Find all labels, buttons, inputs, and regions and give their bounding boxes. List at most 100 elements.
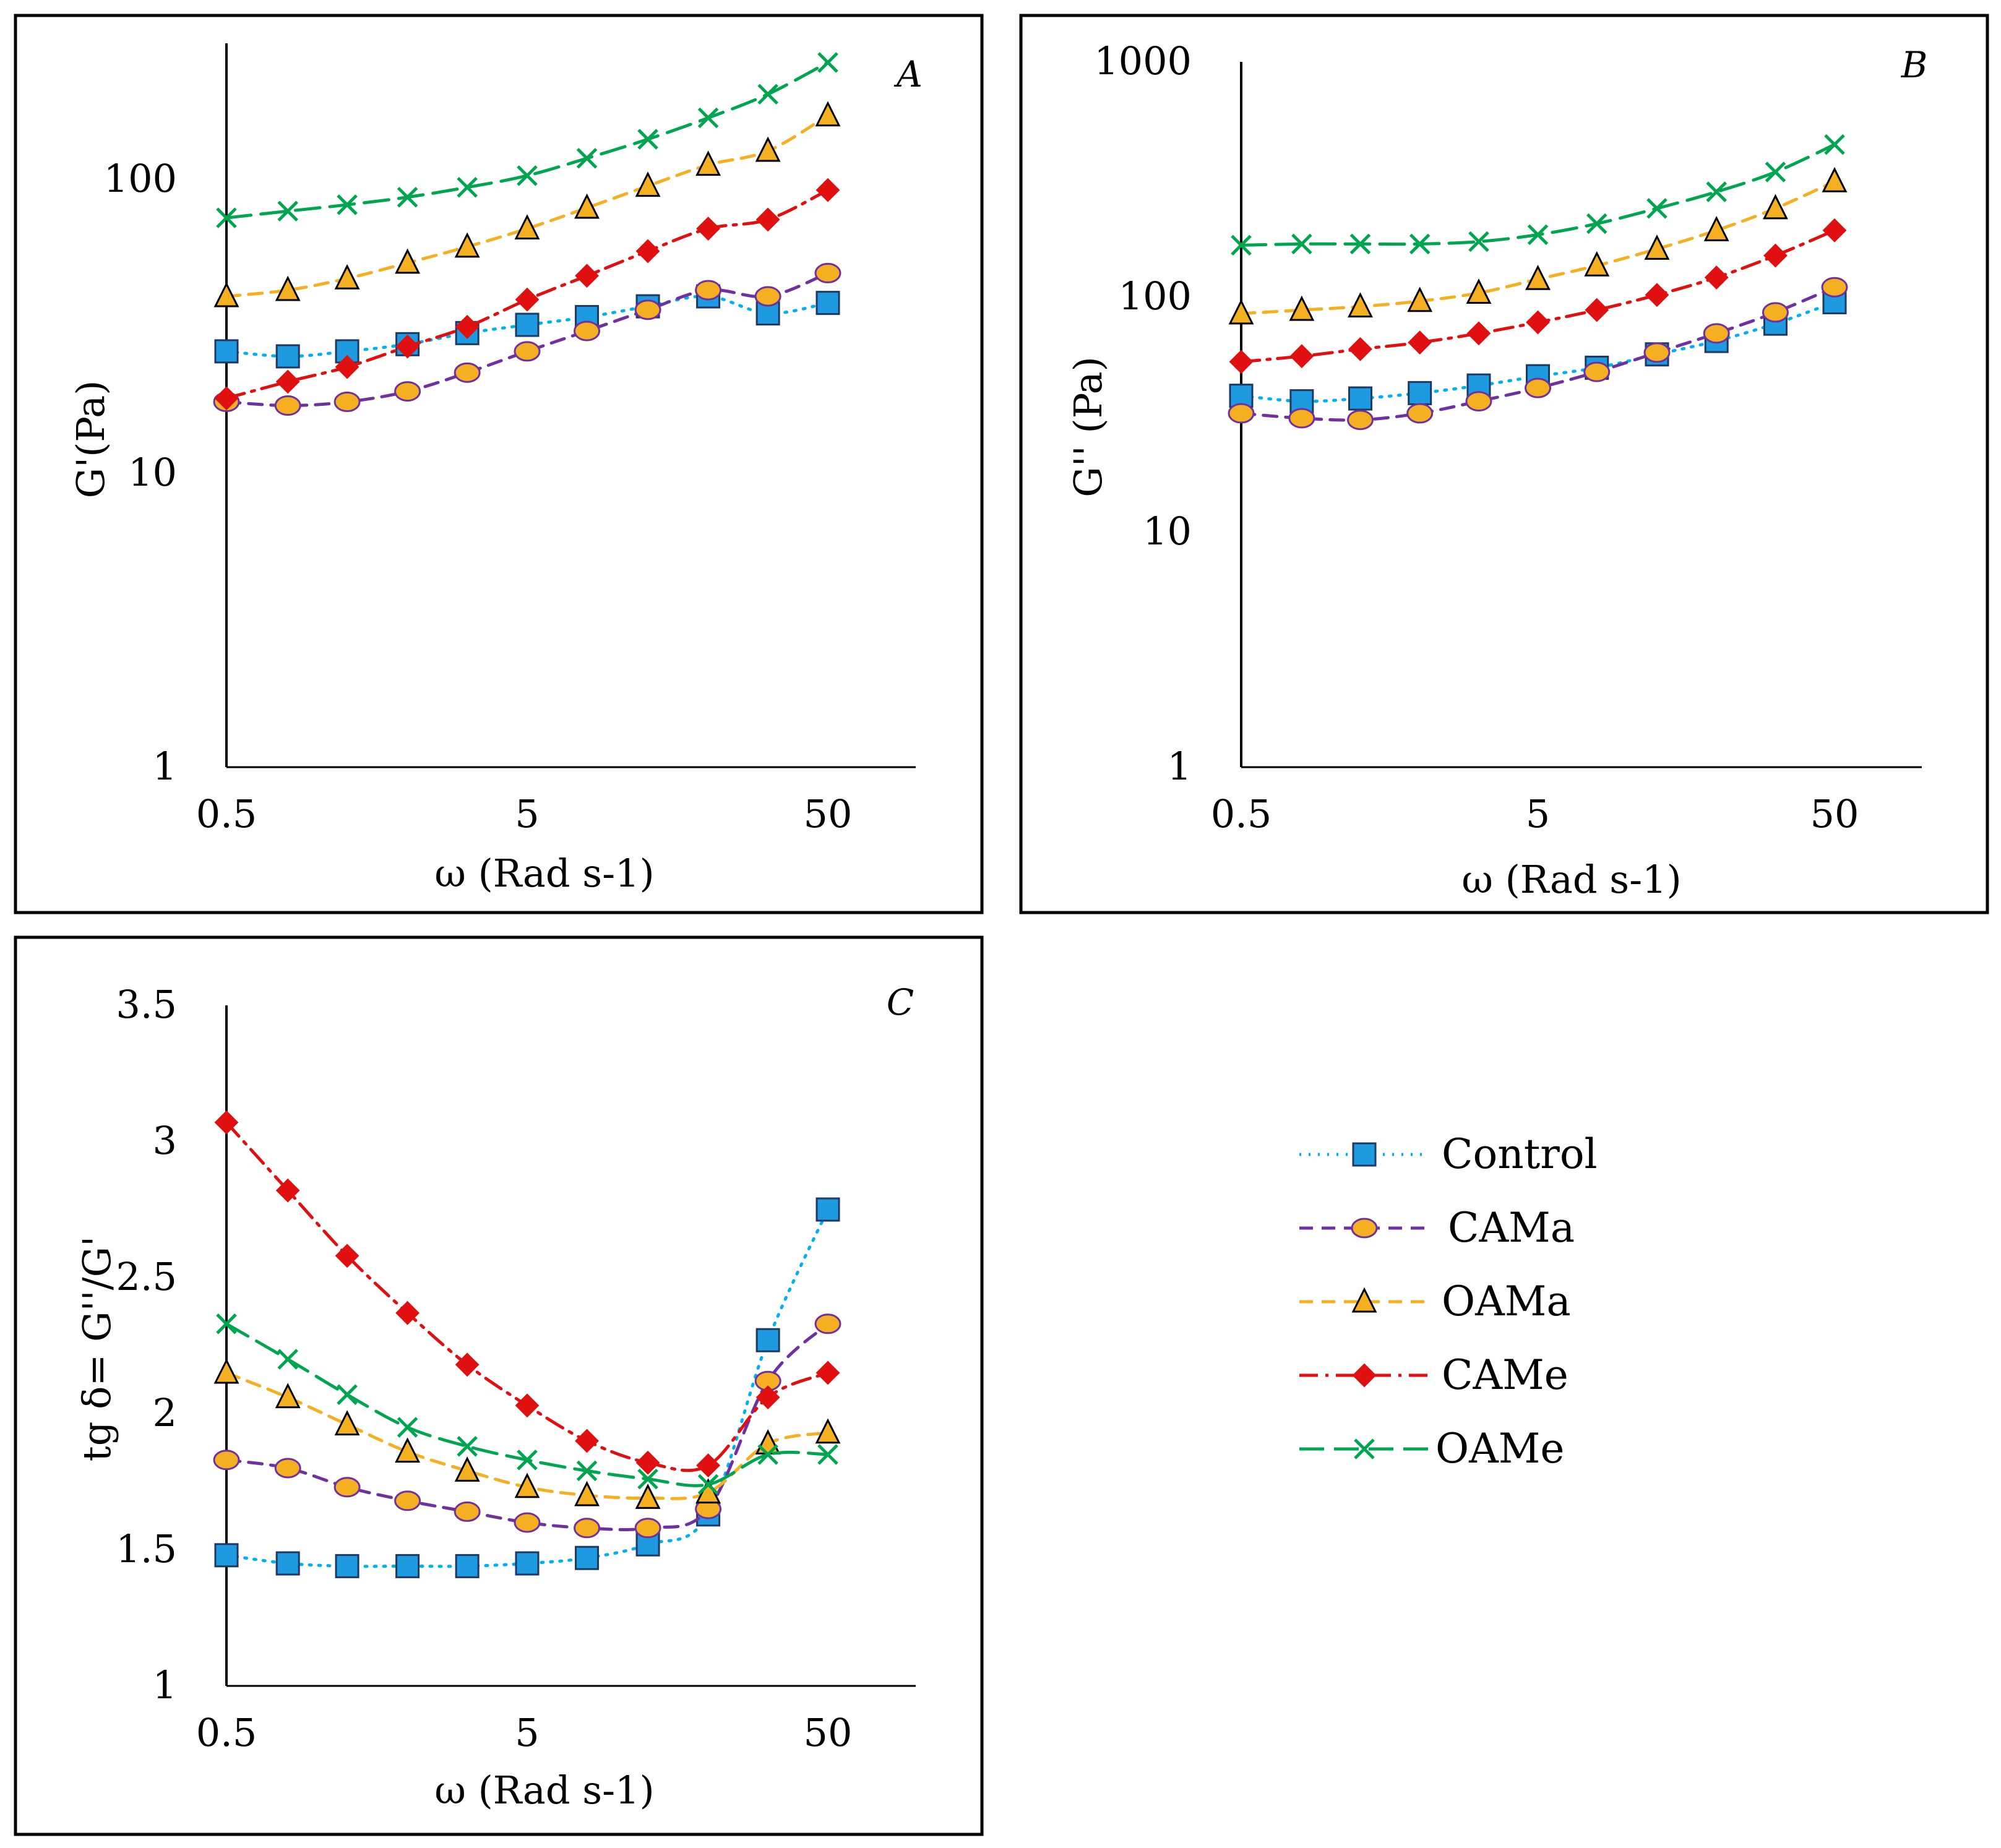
panel-c-point-oama: [815, 1418, 841, 1444]
panel-c-y-tick-label: 3: [153, 1118, 177, 1163]
panel-a-point-came: [815, 178, 840, 202]
panel-a-series-oama: [213, 101, 841, 307]
legend-label-came: CAMe: [1442, 1351, 1569, 1399]
panel-c-point-oama: [213, 1358, 239, 1384]
panel-c-series: [213, 1110, 841, 1578]
panel-b-point-came: [1229, 350, 1254, 374]
panel-c-point-control: [815, 1197, 840, 1222]
panel-b-point-oame: [1706, 181, 1727, 202]
panel-a-point-control: [214, 339, 239, 364]
legend-swatch-came: [1299, 1363, 1429, 1388]
panel-b: B G'' (Pa) ω (Rad s-1) 1 10 100 1000 0.5 5 50: [1019, 14, 1989, 914]
panel-a-point-cama: [274, 395, 301, 416]
panel-a-point-control: [275, 344, 300, 369]
panel-c-point-control: [395, 1554, 420, 1578]
panel-a-point-oama: [635, 171, 661, 197]
panel-b-y-title: G'' (Pa): [1065, 356, 1111, 497]
panel-a-series-came: [214, 178, 840, 411]
panel-c-point-came: [455, 1352, 480, 1377]
panel-b-letter: B: [1901, 44, 1928, 86]
panel-b-point-cama: [1228, 403, 1255, 424]
panel-a-point-came: [755, 207, 780, 232]
panel-a-point-came: [575, 264, 599, 288]
panel-b-point-control: [1348, 386, 1372, 411]
panel-a-point-cama: [454, 362, 481, 383]
panel-a-x-title: ω (Rad s-1): [434, 851, 654, 896]
panel-c-y-title: tg δ= G''/G': [74, 1236, 119, 1461]
panel-c-y-tick-label: 1: [153, 1662, 177, 1708]
panel-a-point-cama: [695, 280, 722, 301]
panel-b-x-ticks: 0.5 5 50: [1211, 791, 1859, 836]
panel-c-point-came: [815, 1360, 840, 1385]
panel-b-point-oama: [1763, 194, 1788, 220]
panel-b-point-cama: [1762, 302, 1789, 323]
legend-swatch-oama: [1299, 1287, 1429, 1313]
panel-a-point-oama: [574, 193, 600, 219]
panel-c-point-oame: [277, 1349, 298, 1370]
panel-a-point-oame: [277, 200, 298, 222]
panel-a-point-oame: [637, 129, 658, 150]
panel-a-x-tick-label: 50: [804, 791, 853, 836]
panel-c-point-cama: [274, 1458, 301, 1479]
panel-a-y-title: G'(Pa): [68, 380, 113, 499]
panel-c-letter: C: [887, 981, 914, 1023]
panel-b-y-tick-label: 10: [1143, 509, 1192, 554]
panel-a-point-oama: [755, 136, 781, 162]
panel-c-point-control: [635, 1532, 660, 1557]
panel-a-y-tick-label: 100: [104, 156, 177, 201]
panel-a-point-oame: [457, 176, 478, 198]
panel-b-line-cama: [1239, 285, 1836, 422]
panel-b-point-cama: [1465, 391, 1492, 412]
panel-a-series: [213, 52, 841, 416]
panel-a-series-oame: [216, 52, 838, 228]
panel-a-frame: [14, 14, 984, 914]
panel-c-point-oama: [395, 1437, 421, 1463]
panel-c-point-control: [755, 1328, 780, 1352]
panel-a-point-came: [455, 314, 480, 339]
panel-a-point-oame: [576, 148, 598, 169]
panel-c-y-tick-label: 2: [153, 1390, 177, 1435]
panel-c-point-control: [335, 1554, 359, 1578]
panel-c-x-tick-label: 0.5: [196, 1710, 257, 1755]
panel-c-point-control: [214, 1543, 239, 1568]
legend-label-oama: OAMa: [1442, 1278, 1571, 1325]
panel-c-point-came: [335, 1244, 359, 1268]
panel-b-point-oama: [1525, 264, 1551, 290]
panel-b-point-cama: [1525, 377, 1551, 398]
panel-a-point-oama: [514, 214, 540, 240]
panel-b-point-oama: [1703, 215, 1729, 241]
panel-c-point-cama: [334, 1477, 361, 1498]
panel-b-y-tick-label: 1000: [1094, 38, 1192, 84]
panel-a-x-tick-label: 0.5: [196, 791, 257, 836]
panel-b-point-oama: [1644, 234, 1670, 260]
panel-c-point-control: [455, 1554, 480, 1578]
panel-a-point-cama: [514, 341, 541, 362]
panel-b-point-oama: [1228, 299, 1254, 325]
panel-b-line-oame: [1239, 143, 1836, 247]
panel-c-point-oama: [574, 1481, 600, 1506]
legend-marker-oama: [1351, 1287, 1377, 1313]
panel-b-point-cama: [1703, 323, 1730, 344]
panel-a-point-oame: [216, 207, 237, 228]
panel-c-point-oama: [334, 1410, 360, 1436]
panel-b-point-came: [1763, 243, 1788, 268]
panel-b-point-oame: [1468, 231, 1489, 252]
panel-b-point-came: [1822, 218, 1847, 243]
panel-c-point-oame: [517, 1450, 538, 1471]
panel-a-point-came: [635, 239, 660, 264]
panel-b-y-tick-label: 100: [1119, 273, 1192, 319]
legend-item-came: CAMe: [1299, 1351, 1569, 1399]
panel-a-point-oama: [815, 101, 841, 127]
panel-c-point-came: [635, 1450, 660, 1475]
panel-a-point-oama: [695, 150, 721, 176]
panel-b-point-came: [1408, 330, 1432, 355]
panel-b-point-cama: [1288, 408, 1315, 429]
panel-a-point-oame: [397, 186, 418, 208]
panel-b-point-oama: [1407, 286, 1433, 312]
panel-c-x-ticks: 0.5 5 50: [196, 1710, 853, 1755]
legend-label-cama: CAMa: [1448, 1204, 1575, 1252]
panel-a-point-came: [696, 217, 721, 241]
panel-b-point-oame: [1824, 134, 1845, 155]
panel-b-series-oame: [1231, 134, 1845, 256]
